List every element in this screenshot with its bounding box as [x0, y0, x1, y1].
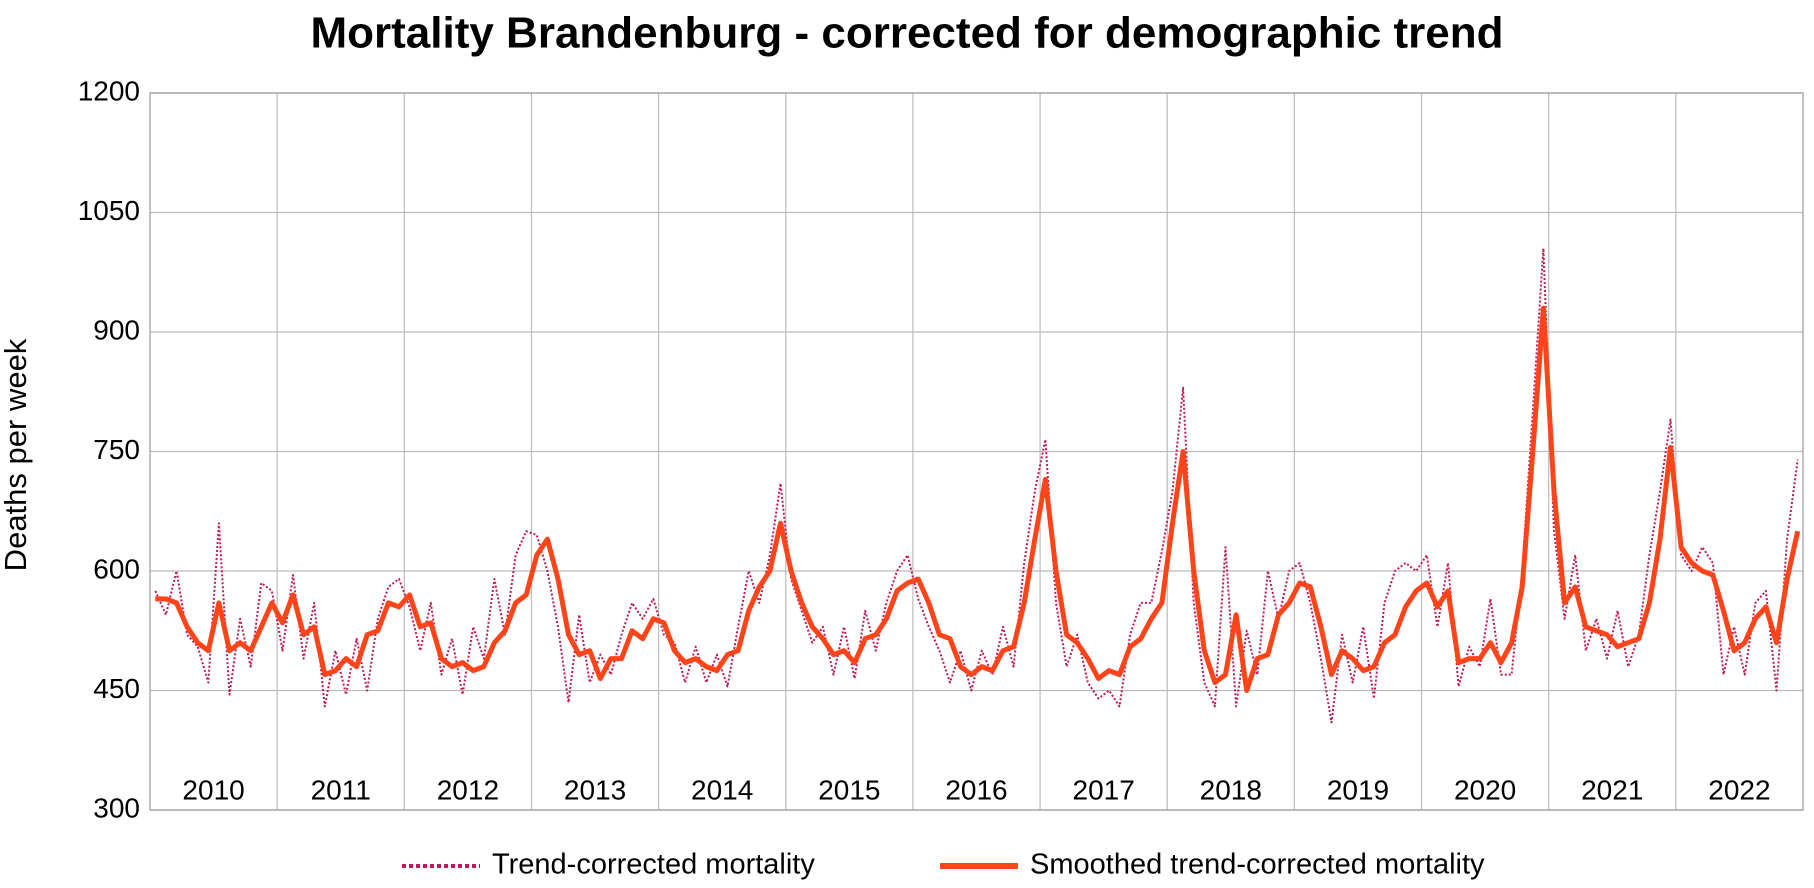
- chart-title: Mortality Brandenburg - corrected for de…: [310, 9, 1503, 58]
- x-tick-label: 2020: [1454, 774, 1516, 805]
- y-axis-label: Deaths per week: [0, 338, 33, 571]
- x-tick-label: 2021: [1581, 774, 1643, 805]
- x-tick-label: 2014: [691, 774, 753, 805]
- y-tick-label: 1200: [78, 75, 140, 106]
- x-tick-label: 2015: [818, 774, 880, 805]
- y-tick-label: 900: [93, 314, 140, 345]
- x-tick-label: 2017: [1073, 774, 1135, 805]
- y-tick-label: 450: [93, 673, 140, 704]
- x-tick-label: 2018: [1200, 774, 1262, 805]
- plot-frame: [149, 92, 1804, 811]
- y-tick-label: 600: [93, 553, 140, 584]
- legend-label: Trend-corrected mortality: [492, 849, 815, 881]
- x-tick-label: 2022: [1708, 774, 1770, 805]
- x-tick-label: 2011: [311, 774, 371, 805]
- y-tick-label: 750: [93, 434, 140, 465]
- x-tick-label: 2012: [437, 774, 499, 805]
- x-tick-label: 2010: [182, 774, 244, 805]
- y-tick-label: 1050: [78, 195, 140, 226]
- y-tick-label: 300: [93, 792, 140, 823]
- x-tick-label: 2016: [945, 774, 1007, 805]
- x-tick-label: 2013: [564, 774, 626, 805]
- legend-label: Smoothed trend-corrected mortality: [1030, 849, 1485, 881]
- x-tick-label: 2019: [1327, 774, 1389, 805]
- smoothed-line: [155, 305, 1801, 693]
